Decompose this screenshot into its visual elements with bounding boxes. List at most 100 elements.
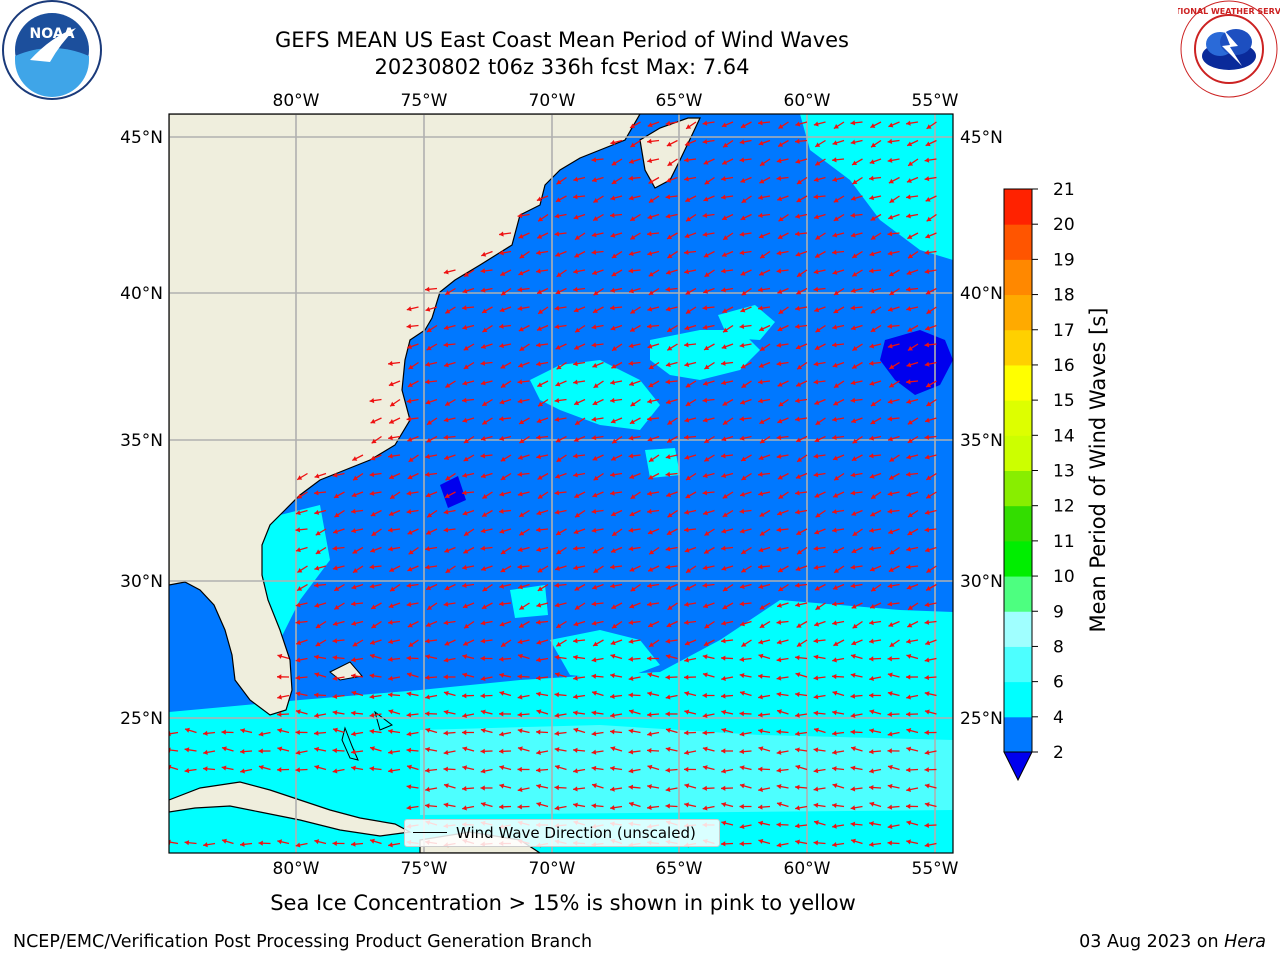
wave-arrow-head bbox=[425, 546, 430, 552]
wave-arrow-head bbox=[665, 454, 671, 460]
noaa-logo-text: NOAA bbox=[30, 26, 75, 42]
wave-arrow-head bbox=[425, 306, 431, 312]
wave-arrow-head bbox=[554, 509, 560, 515]
wave-arrow-head bbox=[370, 511, 376, 517]
wave-arrow-head bbox=[739, 731, 745, 737]
wave-arrow-head bbox=[869, 473, 875, 479]
wave-arrow-head bbox=[592, 400, 598, 406]
wave-arrow-head bbox=[573, 747, 578, 753]
wave-arrow-head bbox=[703, 288, 709, 294]
wave-arrow-head bbox=[795, 121, 801, 127]
wave-arrow-head bbox=[684, 640, 690, 646]
wave-arrow-head bbox=[869, 175, 874, 181]
wave-arrow-head bbox=[759, 419, 765, 424]
wave-arrow-head bbox=[686, 568, 692, 573]
wave-arrow-head bbox=[926, 568, 932, 573]
colorbar-tick-label: 9 bbox=[1053, 602, 1064, 622]
wave-arrow-head bbox=[519, 512, 525, 517]
wave-arrow-head bbox=[554, 785, 559, 791]
wave-arrow-head bbox=[388, 619, 393, 625]
wave-arrow-head bbox=[390, 494, 396, 499]
wave-arrow-head bbox=[277, 653, 283, 659]
wave-arrow-head bbox=[426, 530, 432, 535]
wave-arrow-head bbox=[611, 604, 617, 609]
wave-arrow-head bbox=[480, 268, 486, 274]
wave-arrow-head bbox=[684, 766, 689, 773]
wave-arrow-head bbox=[906, 194, 911, 200]
wave-arrow-head bbox=[554, 416, 560, 422]
wave-arrow-head bbox=[850, 729, 855, 735]
colorbar-tick-label: 21 bbox=[1053, 180, 1075, 200]
wave-arrow-head bbox=[647, 122, 653, 128]
wave-arrow-head bbox=[666, 177, 672, 183]
wave-arrow-head bbox=[388, 749, 393, 755]
wave-arrow-head bbox=[889, 475, 895, 480]
lat-tick-left: 45°N bbox=[120, 128, 163, 148]
wave-arrow-head bbox=[425, 286, 430, 292]
wave-arrow-head bbox=[388, 603, 394, 609]
wave-arrow-head bbox=[832, 232, 838, 238]
wave-arrow-head bbox=[554, 397, 560, 404]
wave-arrow-head bbox=[834, 383, 840, 388]
chart-title: GEFS MEAN US East Coast Mean Period of W… bbox=[275, 28, 849, 52]
wave-arrow-head bbox=[425, 694, 430, 700]
wave-arrow-head bbox=[815, 605, 821, 610]
wave-arrow-head bbox=[777, 326, 783, 332]
wave-arrow-head bbox=[776, 822, 781, 828]
wave-arrow-head bbox=[630, 234, 636, 240]
wave-arrow-head bbox=[665, 564, 671, 570]
wave-arrow-head bbox=[427, 605, 433, 610]
wave-arrow-head bbox=[555, 672, 560, 678]
wave-arrow-head bbox=[722, 586, 728, 592]
colorbar-segment bbox=[1004, 576, 1032, 612]
wave-arrow-head bbox=[832, 269, 838, 275]
wave-arrow-head bbox=[314, 712, 319, 718]
wave-arrow-head bbox=[684, 325, 690, 331]
wave-arrow-head bbox=[665, 286, 671, 292]
wave-arrow-head bbox=[500, 364, 506, 369]
wave-arrow-head bbox=[333, 528, 338, 534]
wave-arrow-head bbox=[795, 305, 800, 311]
wave-arrow-head bbox=[740, 123, 746, 128]
wave-arrow-head bbox=[445, 382, 451, 388]
wave-arrow-head bbox=[887, 748, 892, 754]
wave-arrow-head bbox=[887, 823, 893, 829]
wave-arrow-head bbox=[611, 511, 617, 517]
colorbar-tick-label: 10 bbox=[1053, 567, 1075, 587]
wave-arrow-head bbox=[554, 490, 560, 496]
wave-arrow-head bbox=[519, 253, 525, 259]
wave-arrow-head bbox=[499, 323, 504, 329]
wave-arrow-head bbox=[277, 746, 283, 752]
wave-arrow-head bbox=[556, 530, 562, 536]
wave-arrow-head bbox=[907, 622, 913, 628]
wave-arrow-head bbox=[353, 475, 359, 481]
lon-tick-bottom: 80°W bbox=[273, 859, 320, 879]
wave-arrow-head bbox=[408, 457, 414, 462]
wave-arrow-head bbox=[628, 251, 634, 257]
wave-arrow-head bbox=[777, 602, 782, 608]
wave-arrow-head bbox=[888, 436, 893, 442]
wave-arrow-head bbox=[425, 727, 431, 733]
lat-tick-left: 35°N bbox=[120, 431, 163, 451]
wave-arrow-head bbox=[352, 568, 358, 573]
nws-logo-text: NATIONAL WEATHER SERVICE bbox=[1178, 7, 1280, 16]
wave-arrow-head bbox=[721, 727, 727, 733]
wave-arrow-head bbox=[517, 564, 523, 570]
wave-arrow-head bbox=[295, 510, 301, 516]
wave-arrow-head bbox=[684, 141, 690, 146]
wave-arrow-head bbox=[832, 802, 837, 809]
wave-arrow-head bbox=[647, 529, 653, 535]
wave-arrow-head bbox=[462, 564, 467, 570]
wave-arrow-head bbox=[887, 783, 893, 789]
wave-arrow-head bbox=[443, 417, 449, 423]
wave-arrow-head bbox=[887, 491, 893, 497]
wave-arrow-head bbox=[518, 233, 524, 239]
wave-arrow-head bbox=[887, 250, 893, 256]
wave-arrow-head bbox=[869, 435, 875, 441]
wave-arrow-head bbox=[702, 713, 708, 719]
wave-arrow-head bbox=[869, 821, 874, 827]
wave-arrow-head bbox=[332, 472, 338, 478]
wave-arrow-head bbox=[555, 764, 560, 770]
wave-arrow-head bbox=[406, 490, 412, 496]
lat-tick-right: 40°N bbox=[960, 284, 1003, 304]
